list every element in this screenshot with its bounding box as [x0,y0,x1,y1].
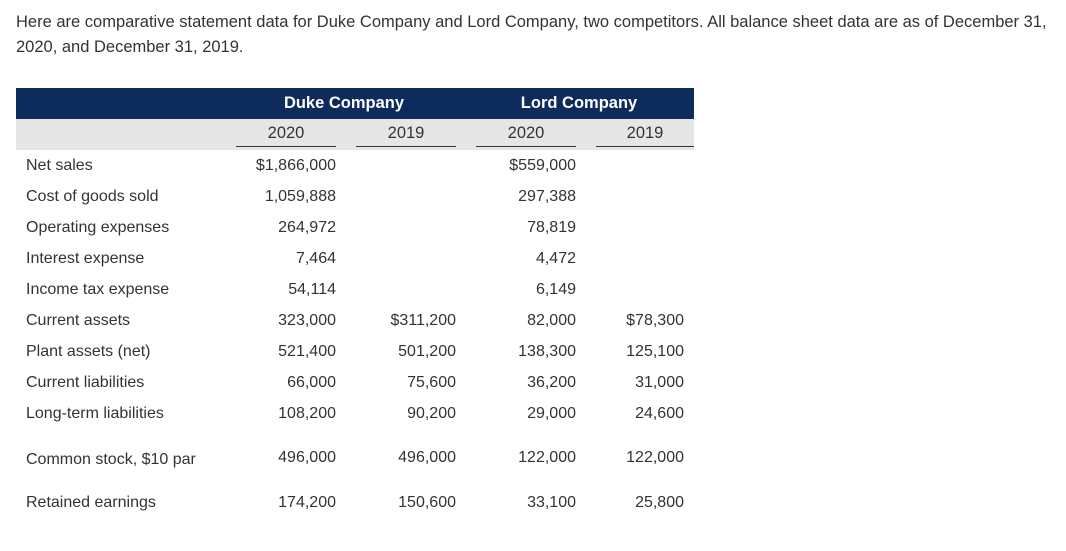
row-value: 54,114 [288,280,336,298]
row-value: $311,200 [390,311,456,329]
row-value: 108,200 [278,404,336,422]
row-label: Cost of goods sold [26,188,159,205]
lord-2019-header: 2019 [584,119,694,150]
year-header-row: 2020 2019 2020 2019 [16,119,694,150]
row-value: 122,000 [626,449,684,466]
row-label: Plant assets (net) [26,343,151,360]
row-value: 323,000 [278,311,336,329]
duke-company-header: Duke Company [283,94,405,112]
table-row: Long-term liabilities 108,200 90,200 29,000… [16,398,694,429]
duke-2020-header: 2020 [224,119,344,150]
row-value [344,181,464,212]
row-value: 78,819 [527,218,576,236]
row-label: Current liabilities [26,374,145,391]
table-row: Retained earnings 174,200 150,600 33,100 25,… [16,487,694,518]
table-row: Plant assets (net) 521,400 501,200 138,300 1… [16,336,694,367]
table-row: Operating expenses 264,972 78,819 [16,212,694,243]
table-body: Net sales $1,866,000 $559,000 Cost of goods… [16,150,694,518]
year-blank-cell [16,119,224,150]
row-value: 7,464 [295,249,336,267]
row-value: 4,472 [535,249,576,267]
row-value [584,150,694,181]
row-label: Long-term liabilities [26,405,164,422]
row-label: Net sales [26,157,93,174]
row-value: $78,300 [626,311,684,329]
row-value: 297,388 [518,187,576,205]
row-value: 75,600 [407,373,456,391]
table-row: Interest expense 7,464 4,472 [16,243,694,274]
table-row: Income tax expense 54,114 6,149 [16,274,694,305]
row-value: 122,000 [518,449,576,466]
row-value: $559,000 [509,156,576,174]
row-value: 1,059,888 [264,187,336,205]
row-value: 138,300 [518,342,576,360]
row-value [584,274,694,305]
row-value [584,212,694,243]
row-value: 125,100 [626,342,684,360]
row-value [344,274,464,305]
row-value: 33,100 [527,493,576,511]
row-value: 521,400 [278,342,336,360]
lord-2020-header: 2020 [464,119,584,150]
table-row: Current assets 323,000 $311,200 82,000 $78,3… [16,305,694,336]
table-row: Common stock, $10 par 496,000 496,000 122,0… [16,429,694,487]
lord-company-header: Lord Company [520,94,638,112]
table-row: Cost of goods sold 1,059,888 297,388 [16,181,694,212]
row-value: 496,000 [398,449,456,466]
row-label: Interest expense [26,250,145,267]
row-value: 66,000 [287,373,336,391]
row-value: $1,866,000 [255,156,336,174]
row-value [584,181,694,212]
table-row: Net sales $1,866,000 $559,000 [16,150,694,181]
row-value: 174,200 [278,493,336,511]
row-value [344,212,464,243]
row-value: 496,000 [278,449,336,466]
row-value: 25,800 [635,493,684,511]
row-value: 36,200 [527,373,576,391]
duke-2019-header: 2019 [344,119,464,150]
row-value [344,150,464,181]
row-label: Income tax expense [26,281,170,298]
row-value [344,243,464,274]
row-value: 150,600 [398,493,456,511]
row-value: 24,600 [635,404,684,422]
row-label: Common stock, $10 par [26,450,196,468]
row-value: 6,149 [535,280,576,298]
row-value: 82,000 [527,311,576,329]
row-value: 264,972 [278,218,336,236]
intro-text: Here are comparative statement data for … [16,13,1047,56]
row-value: 90,200 [407,404,456,422]
row-label: Current assets [26,312,131,329]
comparative-statement-table: Duke Company Lord Company 2020 2019 2020… [16,88,694,518]
row-value: 31,000 [635,373,684,391]
row-label: Retained earnings [26,494,156,511]
row-value [584,243,694,274]
row-label: Operating expenses [26,219,170,236]
row-value: 501,200 [398,342,456,360]
header-blank-cell [16,88,224,119]
company-header-row: Duke Company Lord Company [16,88,694,119]
row-value: 29,000 [527,404,576,422]
table-row: Current liabilities 66,000 75,600 36,200 31,… [16,367,694,398]
